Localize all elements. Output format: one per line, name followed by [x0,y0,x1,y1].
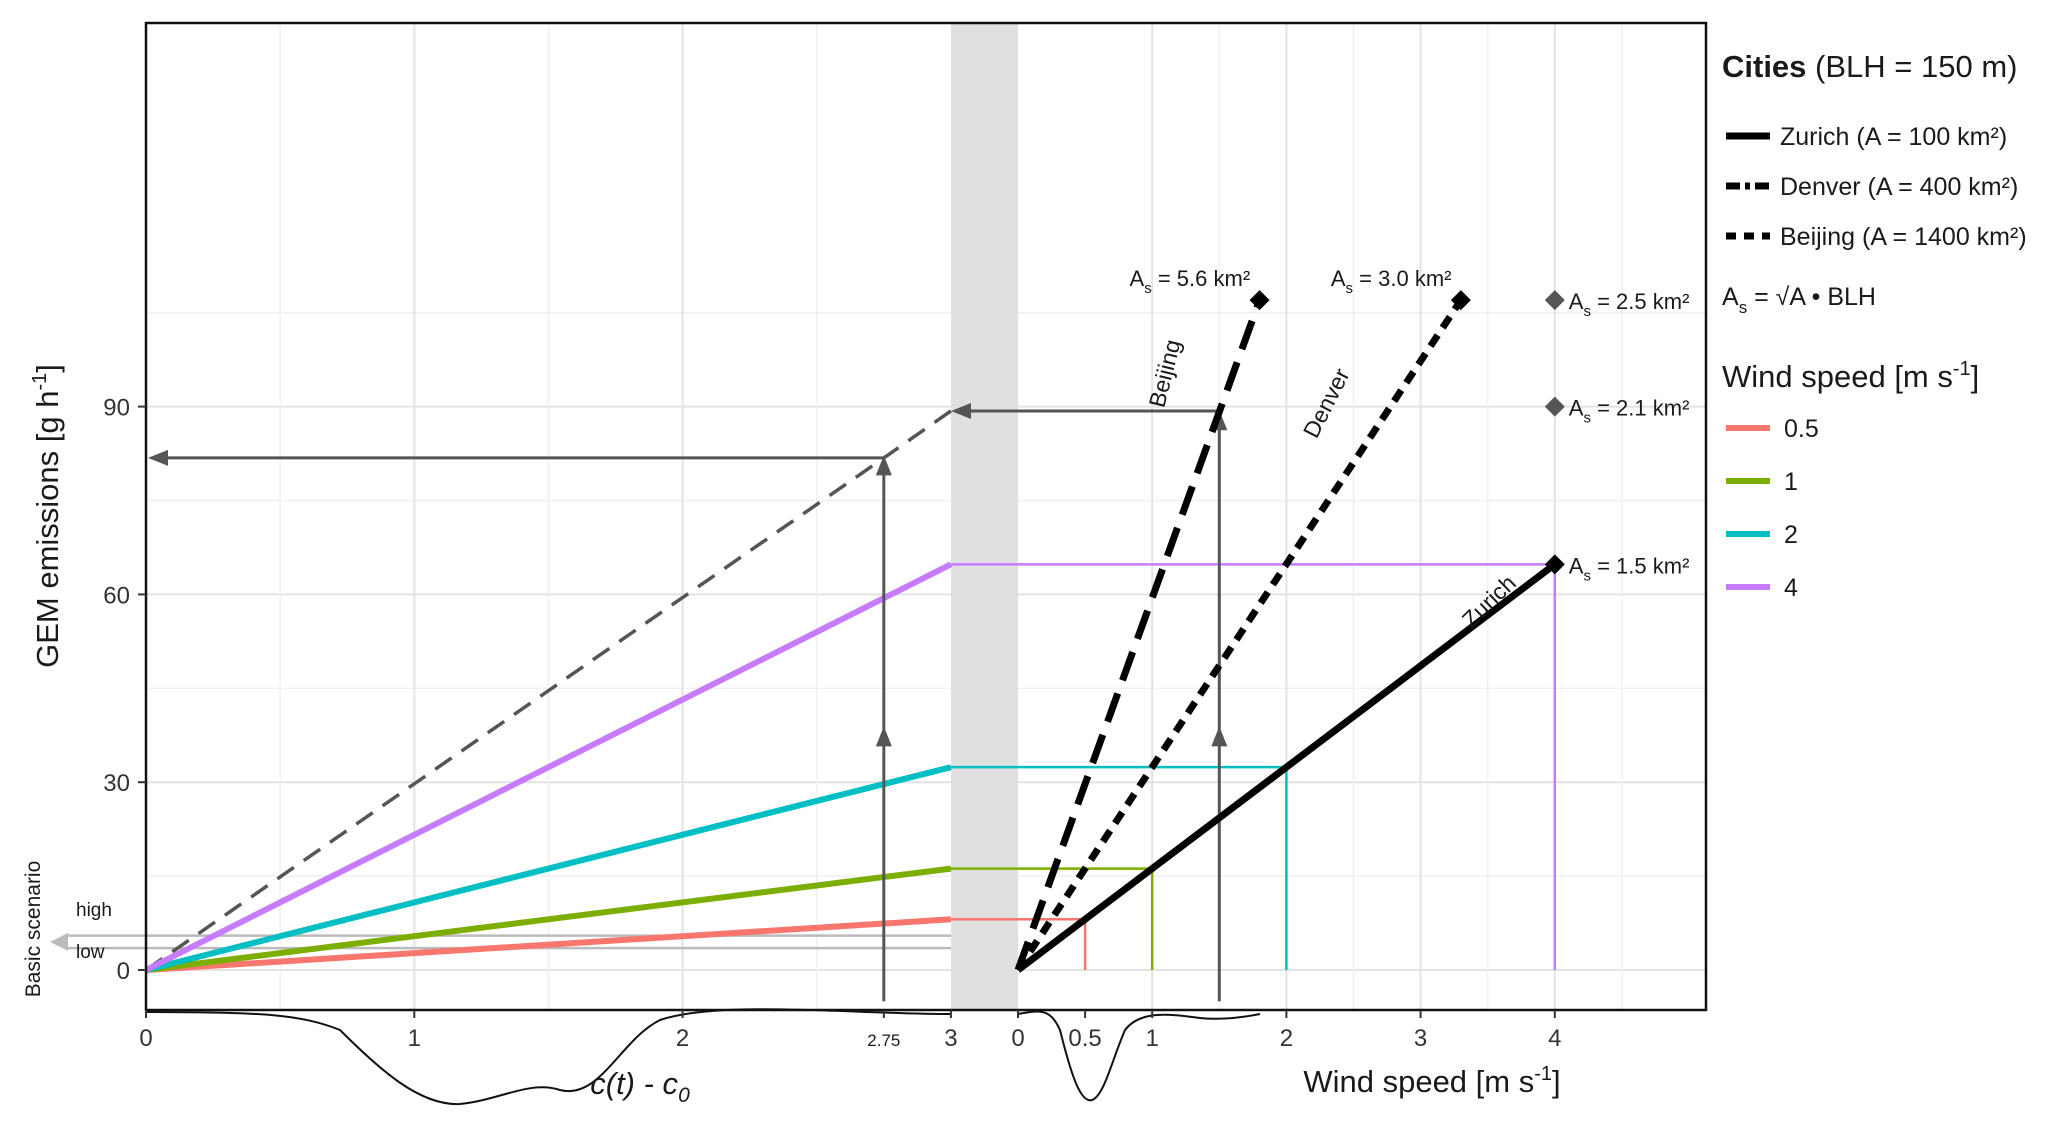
legend-formula-rest: = √A • BLH [1747,283,1876,311]
legend-wind-entries: 0.5 1 2 4 [1726,415,1819,602]
wind-line-1 [145,865,952,973]
city-endpoint-label-a: A [1130,266,1145,291]
left-density-curve [145,1008,952,1106]
right-x-tick-label: 0 [1011,1025,1024,1052]
legend-wind-label-2: 2 [1784,521,1798,549]
city-endpoint-label-zurich: As = 1.5 km² [1569,553,1690,584]
city-endpoint-label-sub: s [1144,280,1152,297]
right-x-axis-label-sup: -1 [1534,1063,1552,1085]
gray-marker-label-a: A [1569,289,1584,314]
right-x-tick-label: 4 [1548,1025,1561,1052]
legend-cities-title-bold: Cities [1722,49,1806,84]
axes: 0 30 60 90 0 1 2 3 2.75 0 0.5 1 2 3 4 [103,395,1561,1052]
y-axis-label-sup: -1 [29,373,51,391]
y-tick-label: 90 [103,395,130,422]
left-x-extra-tick-label: 2.75 [867,1031,900,1050]
right-x-tick-label: 2 [1280,1025,1293,1052]
y-axis-label-main: GEM emissions [g h [30,391,65,668]
arrowhead-vertical-right-0 [1211,726,1228,747]
right-density-curve [1017,1010,1261,1102]
plot-background [146,23,1706,1010]
arrowhead-vertical-left-1 [875,455,892,476]
city-endpoint-denver [1450,290,1471,311]
arrowhead-horizontal-top [148,449,168,466]
city-endpoint-label-denver: As = 3.0 km² [1331,266,1452,297]
right-x-tick-label: 3 [1414,1025,1427,1052]
right-x-axis-label-tail: ] [1552,1064,1561,1099]
legend-formula-sub: s [1739,298,1748,317]
y-axis-label-tail: ] [30,364,65,373]
gray-marker-label-1: As = 2.1 km² [1569,396,1690,427]
wind-line-0.5 [145,916,952,973]
legend-cities-title: Cities (BLH = 150 m) [1722,49,2017,84]
gray-marker-label-sub: s [1583,303,1591,320]
legend-cities-subtitle: (BLH = 150 m) [1806,49,2017,84]
right-x-tick-label: 1 [1146,1025,1159,1052]
city-endpoint-beijing [1249,290,1270,311]
city-line-zurich [1015,561,1557,973]
left-x-tick-label: 1 [408,1025,421,1052]
legend-city-label-denver: Denver (A = 400 km²) [1780,173,2018,201]
right-x-axis-label-main: Wind speed [m s [1303,1064,1534,1099]
right-x-tick-label: 0.5 [1068,1025,1101,1052]
basic-scenario-arrowhead [50,932,68,951]
y-tick-label: 30 [103,770,130,797]
city-line-denver [1015,298,1464,972]
wind-line-2 [145,764,952,973]
plot-border [144,21,1708,1012]
gray-marker-label-a: A [1569,396,1584,421]
arrowhead-vertical-left-0 [875,726,892,747]
city-endpoint-label-sub: s [1583,567,1591,584]
separator-band [951,23,1018,1010]
wind-line-4 [144,561,953,973]
legend-city-label-beijing: Beijing (A = 1400 km²) [1780,223,2027,251]
city-endpoint-label-value: = 1.5 km² [1591,553,1689,578]
legend-wind-title: Wind speed [m s-1] [1722,358,1979,394]
city-endpoint-label-value: = 5.6 km² [1152,266,1250,291]
basic-scenario-high: high [76,900,112,921]
basic-scenario-label: Basic scenario [22,861,45,998]
y-axis-label: GEM emissions [g h-1] [29,364,65,668]
city-endpoint-label-value: = 3.0 km² [1353,266,1451,291]
city-endpoint-label-sub: s [1346,280,1354,297]
left-x-axis-label-main: c(t) - c [590,1066,678,1101]
city-endpoint-label-beijing: As = 5.6 km² [1130,266,1251,297]
legend-wind-label-0.5: 0.5 [1784,415,1819,443]
gray-marker-label-value: = 2.1 km² [1591,396,1689,421]
city-endpoint-label-a: A [1331,266,1346,291]
basic-scenario-low: low [76,942,105,963]
legend-wind-title-sup: -1 [1953,358,1971,380]
arrowhead-horizontal-second [951,402,971,419]
city-line-beijing [1014,298,1263,972]
left-x-axis-label-sub: 0 [678,1084,690,1107]
left-x-tick-label: 2 [676,1025,689,1052]
gray-marker-label-value: = 2.5 km² [1591,289,1689,314]
left-x-tick-label: 0 [139,1025,152,1052]
legend-formula-a: A [1722,283,1739,311]
legend-cities-entries: Zurich (A = 100 km²) Denver (A = 400 km²)… [1726,123,2027,251]
legend-wind-title-main: Wind speed [m s [1722,359,1953,394]
legend-wind-title-tail: ] [1971,359,1980,394]
y-tick-label: 60 [103,582,130,609]
gray-marker-1 [1544,396,1565,417]
legend: Cities (BLH = 150 m) Zurich (A = 100 km²… [1722,49,2027,602]
city-endpoint-zurich [1544,554,1565,575]
city-endpoint-label-a: A [1569,553,1584,578]
gray-marker-label-sub: s [1583,410,1591,427]
legend-wind-label-1: 1 [1784,468,1798,496]
legend-formula: As = √A • BLH [1722,283,1876,317]
y-tick-label: 0 [117,958,130,985]
legend-city-label-zurich: Zurich (A = 100 km²) [1780,123,2007,151]
gray-marker-label-0: As = 2.5 km² [1569,289,1690,320]
legend-wind-label-4: 4 [1784,574,1798,602]
gray-marker-0 [1544,290,1565,311]
right-x-axis-label: Wind speed [m s-1] [1303,1063,1560,1099]
left-x-tick-label: 3 [944,1025,957,1052]
left-x-axis-label: c(t) - c0 [590,1066,690,1107]
